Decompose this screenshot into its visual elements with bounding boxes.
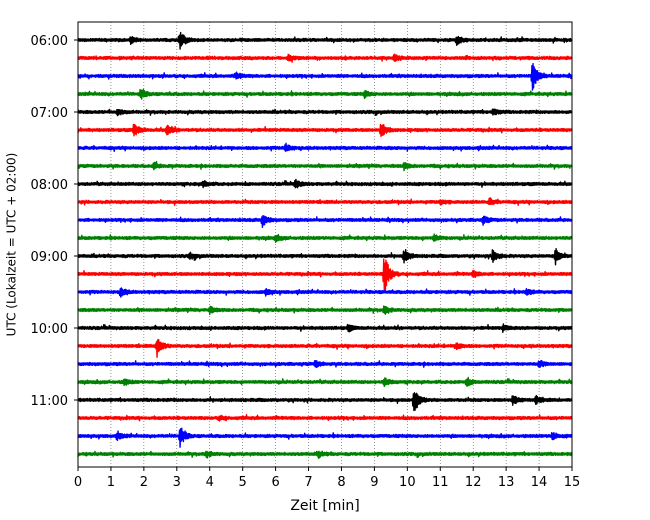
x-tick-label: 12 — [465, 475, 482, 490]
trace-0945 — [77, 305, 573, 316]
x-tick-label: 3 — [173, 475, 181, 490]
y-tick-label: 07:00 — [31, 106, 68, 121]
trace-0615 — [77, 53, 573, 63]
trace-1100 — [77, 392, 573, 412]
x-tick-label: 13 — [498, 475, 515, 490]
x-tick-label: 15 — [564, 475, 581, 490]
trace-1130 — [77, 427, 573, 448]
tick-layer: 0 1 2 3 4 5 6 7 8 9 10 11 12 13 14 1506:0007:0008:0009:… — [31, 34, 581, 490]
x-tick-label: 2 — [140, 475, 148, 490]
trace-0630 — [77, 62, 573, 91]
x-tick-label: 14 — [531, 475, 548, 490]
x-tick-label: 8 — [337, 475, 345, 490]
trace-1145 — [77, 450, 573, 459]
trace-1030 — [77, 359, 573, 369]
trace-layer — [77, 31, 573, 459]
trace-1045 — [77, 376, 573, 388]
trace-0900 — [77, 248, 573, 266]
x-tick-label: 4 — [206, 475, 214, 490]
trace-0730 — [77, 142, 573, 152]
x-tick-label: 6 — [271, 475, 279, 490]
plot-frame — [77, 21, 573, 468]
y-tick-label: 11:00 — [31, 394, 68, 409]
trace-0830 — [77, 214, 573, 229]
x-tick-label: 9 — [370, 475, 378, 490]
x-tick-label: 1 — [107, 475, 115, 490]
x-tick-label: 11 — [432, 475, 449, 490]
y-axis-label: UTC (Lokalzeit = UTC + 02:00) — [5, 153, 19, 337]
grid-layer — [110, 22, 540, 467]
trace-1115 — [77, 414, 573, 422]
y-tick-label: 08:00 — [31, 178, 68, 193]
x-tick-label: 7 — [304, 475, 312, 490]
y-tick-label: 06:00 — [31, 34, 68, 49]
trace-0600 — [77, 31, 573, 50]
trace-1000 — [77, 323, 573, 333]
trace-1015 — [77, 338, 573, 358]
trace-0715 — [77, 123, 573, 138]
y-tick-label: 09:00 — [31, 250, 68, 265]
trace-0930 — [77, 287, 573, 298]
x-tick-label: 10 — [399, 475, 416, 490]
trace-0700 — [77, 108, 573, 117]
x-tick-label: 5 — [239, 475, 247, 490]
trace-0745 — [77, 160, 573, 172]
trace-0845 — [77, 233, 573, 244]
trace-0915 — [77, 258, 573, 293]
y-tick-label: 10:00 — [31, 322, 68, 337]
x-axis-label: Zeit [min] — [290, 498, 359, 514]
trace-0800 — [77, 178, 573, 189]
x-tick-label: 0 — [74, 475, 82, 490]
trace-0815 — [77, 197, 573, 207]
trace-0645 — [77, 88, 573, 100]
